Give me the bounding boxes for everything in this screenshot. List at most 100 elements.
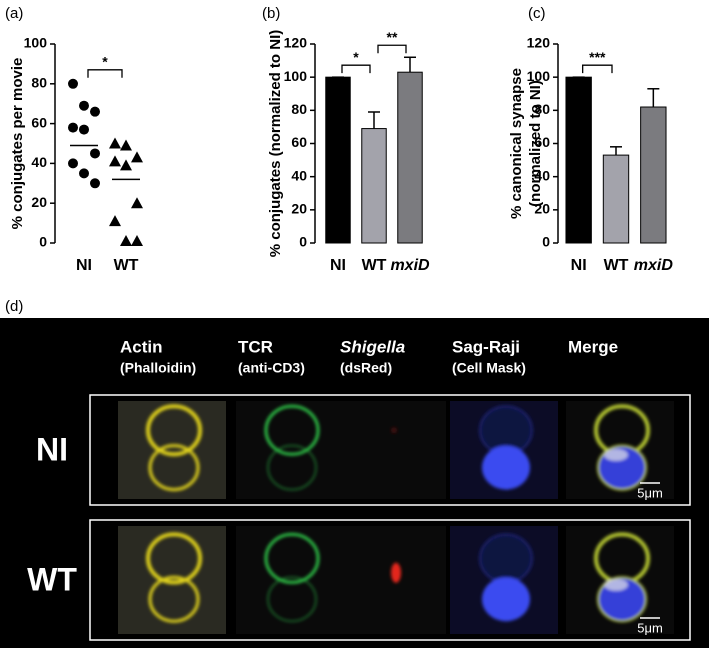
x-tick-label: NI [571,257,587,274]
scale-bar-label: 5μm [637,485,663,500]
cell [482,445,530,490]
column-subtitle: (dsRed) [340,360,392,376]
contact [604,448,628,461]
micrograph-tile [338,526,446,634]
cell-pair [391,562,401,583]
row-frame [89,394,691,506]
data-point [79,168,89,179]
cell [146,404,202,457]
bacteria [391,562,401,583]
significance-label: * [102,54,108,70]
x-tick-label: NI [330,257,346,274]
x-tick-label: WT [604,257,629,274]
y-tick-label: 100 [527,68,551,84]
data-point [79,124,89,135]
cell [264,532,320,584]
y-tick-label: 40 [534,167,550,183]
data-point [120,159,132,171]
cell-pair [391,427,397,434]
y-tick-label: 20 [31,194,47,210]
bar [325,76,351,244]
y-axis-label: % conjugates per movie [9,58,26,230]
panel-label: (c) [528,5,546,22]
bar [602,154,630,244]
significance-bracket [341,64,371,74]
data-point [68,78,78,89]
y-tick-label: 60 [291,134,307,150]
y-axis-label: % canonical synapse [508,68,525,219]
data-point [109,155,121,167]
y-tick-label: 120 [527,35,551,51]
bar [397,71,423,244]
y-tick-label: 0 [39,234,47,250]
micrograph-tile [338,401,446,499]
y-tick-label: 20 [291,201,307,217]
cell [264,404,320,456]
y-tick-label: 60 [31,114,47,130]
x-tick-label: mxiD [634,257,674,274]
cell [479,533,533,584]
y-tick-label: 40 [291,167,307,183]
y-tick-label: 60 [534,134,550,150]
x-tick-label: NI [76,257,92,274]
y-axis-label: % conjugates (normalized to NI) [267,30,284,258]
data-point [120,139,132,151]
y-tick-label: 20 [534,201,550,217]
data-point [90,178,100,189]
cell-pair [479,405,533,490]
cell [267,576,317,622]
bar [361,128,387,244]
y-tick-label: 100 [24,35,48,51]
data-point [109,215,121,227]
cell [267,444,317,491]
y-tick-label: 80 [31,75,47,91]
data-point [131,151,143,163]
significance-bracket [582,64,613,74]
x-tick-label: WT [362,257,387,274]
column-title: Merge [568,337,618,356]
micrograph-tile [236,526,344,634]
cell [148,575,200,623]
cell-pair [146,532,202,623]
bar [565,76,592,244]
significance-bracket [377,44,407,54]
y-tick-label: 120 [284,35,308,51]
column-subtitle: (anti-CD3) [238,360,305,376]
data-point [131,197,143,209]
y-tick-label: 0 [299,234,307,250]
cell-pair [594,404,650,491]
cell-pair [264,532,320,622]
cell-pair [146,404,202,492]
data-point [68,158,78,169]
x-tick-label: WT [114,257,139,274]
row-label: WT [27,561,77,597]
significance-label: ** [387,29,398,45]
y-axis-label: (normalized to NI) [527,80,544,207]
data-point [90,106,100,117]
cell-pair [479,533,533,622]
micrograph-tile [236,401,344,499]
cell [148,444,200,492]
row-frame [89,519,691,641]
column-title: Actin [120,337,163,356]
y-tick-label: 0 [542,234,550,250]
y-tick-label: 80 [534,101,550,117]
cell-pair [264,404,320,491]
data-point [120,235,132,247]
micrograph-tile [118,401,226,499]
row-label: NI [36,431,68,467]
column-subtitle: (Phalloidin) [120,360,196,376]
panel-label: (a) [5,5,23,22]
data-point [68,122,78,133]
column-title: Shigella [340,337,405,356]
cell [146,532,202,585]
significance-label: * [353,49,359,65]
significance-label: *** [589,49,606,65]
data-point [131,235,143,247]
contact [604,578,628,591]
panel-label: (d) [5,298,23,315]
cell [482,577,530,622]
cell-pair [594,532,650,623]
scale-bar-label: 5μm [637,620,663,635]
